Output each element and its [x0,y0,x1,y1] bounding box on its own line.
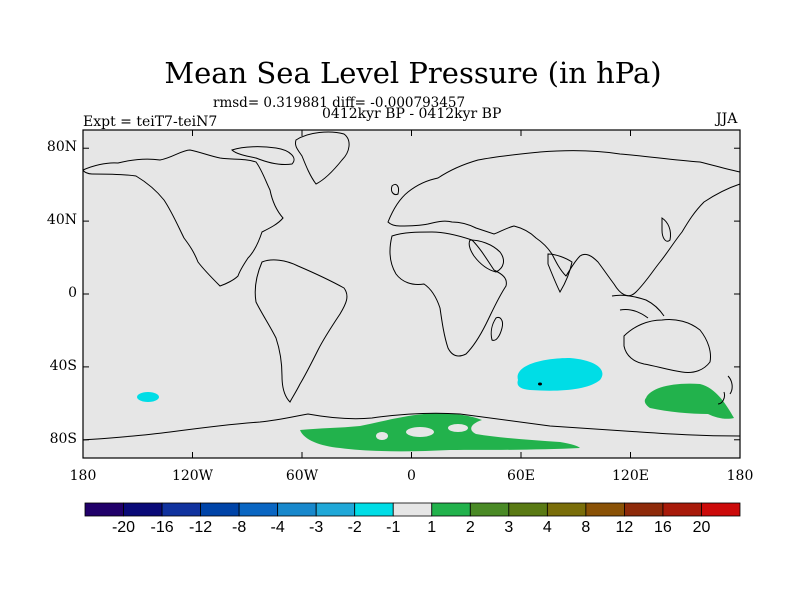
lon-label: 120W [171,468,214,484]
colorbar-label: -20 [111,519,136,536]
coast-south-america [254,259,348,403]
colorbar-label: 1 [427,519,437,536]
colorbar-swatch [701,502,741,517]
coast-antarctica [82,412,741,441]
colorbar-label: 2 [465,519,475,536]
coast-japan [661,217,671,242]
lon-label: 0 [407,468,416,484]
lat-label: 40N [46,212,77,229]
coast-eurasia [387,150,741,297]
colorbar-swatch [354,502,394,517]
experiment-label: Expt = teiT7-teiN7 [83,114,218,130]
colorbar-label: -1 [386,519,401,536]
colorbar-label: -12 [189,519,213,536]
colorbar-swatch [84,502,124,517]
colorbar-label: 16 [654,519,672,536]
coast-arctic-islands [231,146,295,165]
colorbar-swatch [624,502,664,517]
colorbar-label: 8 [581,519,591,536]
colorbar-swatch [431,502,471,517]
colorbar-label: 4 [542,519,552,536]
colorbar-swatch [200,502,240,517]
lon-tick-marks [82,130,741,458]
colorbar-label: -8 [231,519,247,536]
lat-label: 0 [68,285,77,301]
colorbar-label: -3 [309,519,324,536]
lat-label: 40S [49,357,77,374]
rmsd-diff-stats: rmsd= 0.319881 diff= -0.000793457 [213,95,466,111]
coast-british-isles [391,183,399,195]
colorbar-swatch [508,502,548,517]
lat-tick-marks [83,147,740,441]
lon-label: 180 [726,468,754,484]
lat-label: 80N [46,139,77,156]
colorbar-swatch [238,502,279,517]
colorbar-swatch [315,502,356,517]
colorbar-label: -4 [270,519,285,536]
colorbar-label: -16 [150,519,174,536]
plot-title: Mean Sea Level Pressure (in hPa) [164,56,662,90]
colorbar-swatch [392,502,433,517]
anomaly-south-indian-ocean [517,358,603,391]
colorbar-swatch [585,502,625,517]
colorbar-swatch [277,502,317,517]
map-background [83,130,740,458]
coastlines [82,131,741,441]
coast-africa [389,231,507,357]
coast-australia [623,319,711,373]
colorbar-label: 3 [504,519,514,536]
coast-greenland [295,131,350,185]
coast-new-zealand [717,375,733,405]
coast-madagascar [490,317,503,341]
colorbar-label: 20 [692,519,711,536]
anomaly-south-of-australia [644,383,734,419]
coast-arabia [468,239,504,273]
time-period-label: 0412kyr BP - 0412kyr BP [322,106,502,122]
lon-label: 60E [506,468,536,484]
colorbar-swatch [123,502,163,517]
colorbar-label: -2 [347,519,362,536]
coast-india [547,253,573,294]
colorbar-label: 12 [615,519,634,536]
anomaly-antarctic-coast [300,413,580,452]
colorbar-swatch [161,502,201,517]
season-label: JJA [716,111,738,127]
anomaly-south-pacific [137,392,159,402]
lon-label: 60W [285,468,319,484]
colorbar-swatch [469,502,510,517]
anomaly-fills [137,358,734,452]
lon-label: 180 [69,468,97,484]
lat-label: 80S [49,430,77,447]
colorbar-swatch [546,502,587,517]
colorbar [84,502,741,517]
coast-maritime-continent [611,294,665,319]
coast-north-america [82,149,284,287]
colorbar-swatch [662,502,702,517]
lon-label: 120E [612,468,649,484]
